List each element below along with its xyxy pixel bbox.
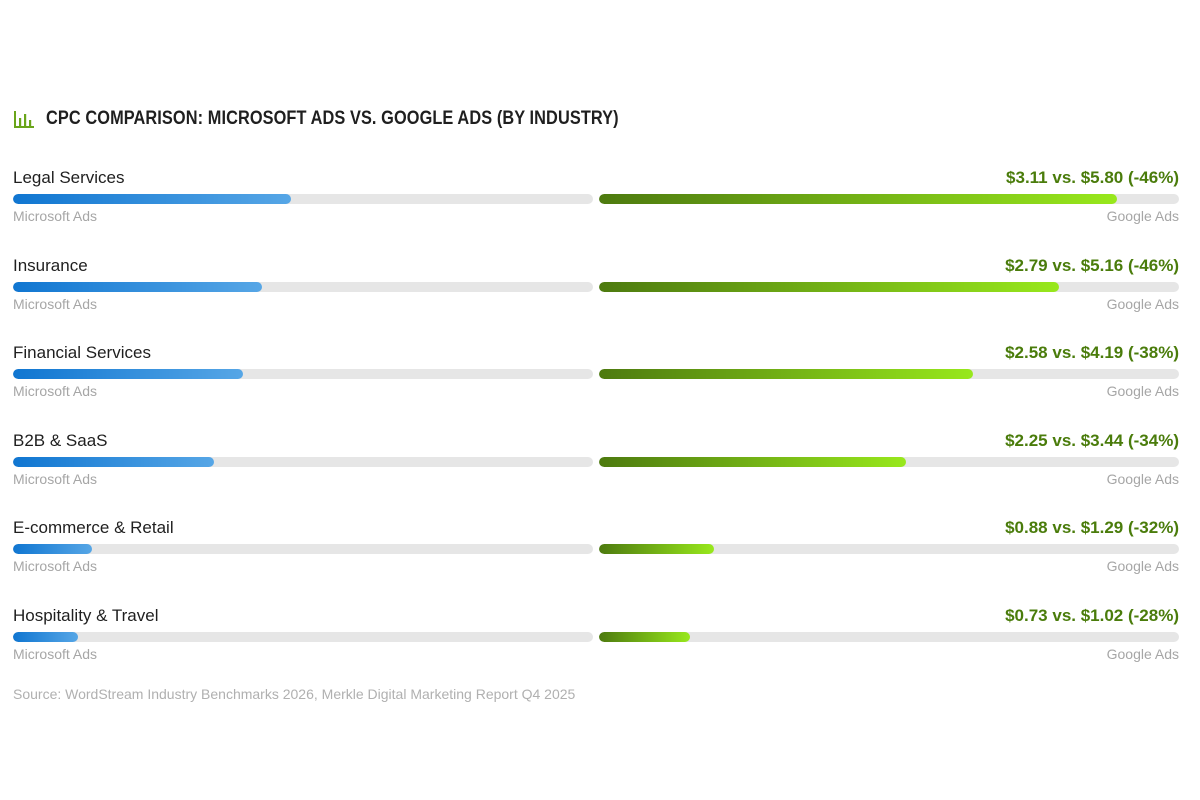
microsoft-bar: [13, 544, 92, 555]
microsoft-bar-track: [13, 456, 593, 467]
series-labels: Microsoft Ads Google Ads: [13, 471, 1179, 487]
google-bar: [599, 544, 715, 555]
row-header: Hospitality & Travel $0.73 vs. $1.02 (-28…: [13, 604, 1179, 626]
industry-label: Insurance: [13, 255, 88, 275]
industry-row: B2B & SaaS $2.25 vs. $3.44 (-34%) Microsof…: [13, 429, 1179, 517]
bar-chart-icon: [14, 111, 34, 128]
microsoft-series-label: Microsoft Ads: [13, 558, 98, 575]
microsoft-bar: [13, 281, 262, 292]
row-header: Insurance $2.79 vs. $5.16 (-46%): [13, 254, 1179, 276]
bar-pair: [13, 631, 1179, 642]
series-labels: Microsoft Ads Google Ads: [13, 383, 1179, 399]
series-labels: Microsoft Ads Google Ads: [13, 558, 1179, 574]
chart-rows: Legal Services $3.11 vs. $5.80 (-46%) Micr…: [13, 166, 1179, 692]
chart-title: CPC Comparison: Microsoft Ads vs. Google…: [46, 108, 619, 129]
industry-label: E-commerce & Retail: [13, 518, 174, 538]
industry-label: Hospitality & Travel: [13, 605, 159, 625]
google-bar-track: [599, 456, 1179, 467]
industry-row: Financial Services $2.58 vs. $4.19 (-38%)…: [13, 341, 1179, 429]
microsoft-bar-track: [13, 281, 593, 292]
google-bar-track: [599, 281, 1179, 292]
microsoft-series-label: Microsoft Ads: [13, 470, 98, 487]
comparison-value: $3.11 vs. $5.80 (-46%): [1006, 168, 1179, 187]
microsoft-bar-track: [13, 369, 593, 380]
series-labels: Microsoft Ads Google Ads: [13, 296, 1179, 312]
industry-row: Legal Services $3.11 vs. $5.80 (-46%) Micr…: [13, 166, 1179, 254]
comparison-value: $2.25 vs. $3.44 (-34%): [1005, 430, 1179, 450]
bar-pair: [13, 369, 1179, 380]
google-bar: [599, 194, 1117, 204]
row-header: B2B & SaaS $2.25 vs. $3.44 (-34%): [13, 429, 1179, 451]
microsoft-bar-track: [13, 631, 593, 642]
google-bar-track: [599, 544, 1179, 555]
microsoft-bar: [13, 631, 79, 642]
microsoft-series-label: Microsoft Ads: [13, 208, 98, 224]
comparison-value: $2.58 vs. $4.19 (-38%): [1005, 343, 1179, 363]
industry-label: Legal Services: [13, 168, 125, 187]
microsoft-series-label: Microsoft Ads: [13, 645, 98, 662]
google-series-label: Google Ads: [1106, 295, 1179, 312]
google-bar-track: [599, 194, 1179, 204]
comparison-value: $0.88 vs. $1.29 (-32%): [1005, 518, 1179, 538]
microsoft-bar-track: [13, 194, 593, 204]
industry-row: Hospitality & Travel $0.73 vs. $1.02 (-28…: [13, 604, 1179, 692]
microsoft-bar-track: [13, 544, 593, 555]
google-bar: [599, 281, 1060, 292]
industry-label: Financial Services: [13, 343, 151, 363]
microsoft-bar: [13, 456, 214, 467]
comparison-value: $0.73 vs. $1.02 (-28%): [1005, 605, 1179, 625]
google-series-label: Google Ads: [1106, 208, 1179, 224]
industry-row: E-commerce & Retail $0.88 vs. $1.29 (-32%…: [13, 516, 1179, 604]
row-header: Legal Services $3.11 vs. $5.80 (-46%): [13, 166, 1179, 188]
google-series-label: Google Ads: [1106, 558, 1179, 575]
source-note: Source: WordStream Industry Benchmarks 2…: [13, 686, 576, 702]
industry-label: B2B & SaaS: [13, 430, 108, 450]
microsoft-series-label: Microsoft Ads: [13, 295, 98, 312]
bar-pair: [13, 281, 1179, 292]
microsoft-series-label: Microsoft Ads: [13, 383, 98, 400]
google-series-label: Google Ads: [1106, 645, 1179, 662]
comparison-value: $2.79 vs. $5.16 (-46%): [1005, 255, 1179, 275]
microsoft-bar: [13, 194, 291, 204]
google-bar-track: [599, 631, 1179, 642]
google-series-label: Google Ads: [1106, 383, 1179, 400]
google-series-label: Google Ads: [1106, 470, 1179, 487]
google-bar: [599, 456, 906, 467]
bar-pair: [13, 456, 1179, 467]
chart-header: CPC Comparison: Microsoft Ads vs. Google…: [13, 104, 1179, 134]
row-header: Financial Services $2.58 vs. $4.19 (-38%): [13, 341, 1179, 363]
row-header: E-commerce & Retail $0.88 vs. $1.29 (-32%…: [13, 516, 1179, 538]
google-bar: [599, 631, 690, 642]
bar-pair: [13, 544, 1179, 555]
series-labels: Microsoft Ads Google Ads: [13, 646, 1179, 662]
google-bar: [599, 369, 973, 380]
microsoft-bar: [13, 369, 244, 380]
google-bar-track: [599, 369, 1179, 380]
bar-pair: [13, 194, 1179, 204]
industry-row: Insurance $2.79 vs. $5.16 (-46%) Microsoft…: [13, 254, 1179, 342]
series-labels: Microsoft Ads Google Ads: [13, 208, 1179, 224]
cpc-comparison-chart: CPC Comparison: Microsoft Ads vs. Google…: [13, 104, 1179, 702]
